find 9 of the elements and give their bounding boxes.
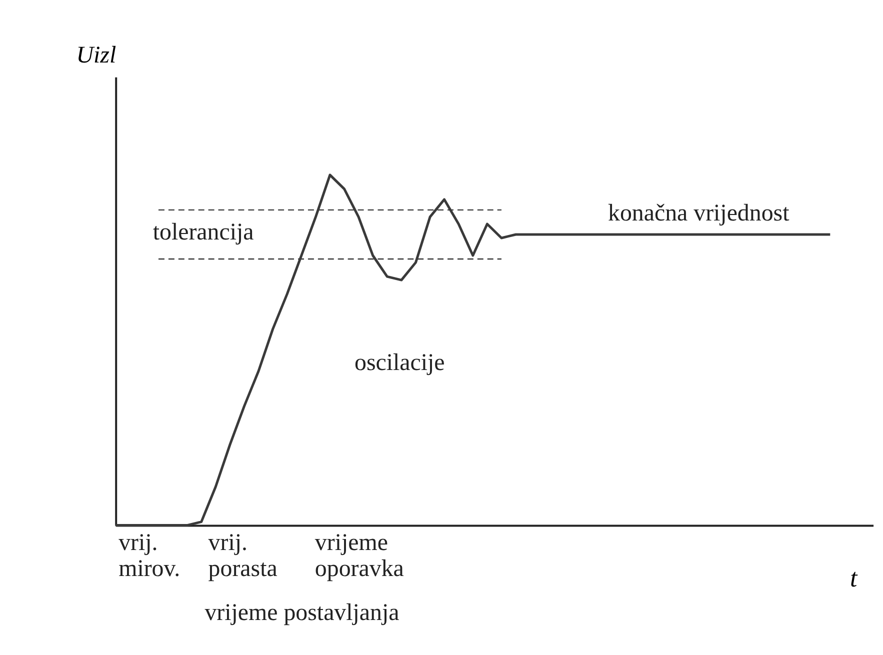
x-axis-title: t xyxy=(850,564,858,593)
text: vrij. mirov. xyxy=(118,530,180,582)
annotation: konačna vrijednost xyxy=(608,200,790,226)
text: vrij. porasta xyxy=(208,530,278,582)
y-axis-title: Uizl xyxy=(76,42,116,68)
text: vrijeme postavljanja xyxy=(204,600,400,626)
annotation: tolerancija xyxy=(152,219,254,246)
text: vrijeme oporavka xyxy=(314,530,404,582)
annotation: oscilacije xyxy=(354,350,445,376)
